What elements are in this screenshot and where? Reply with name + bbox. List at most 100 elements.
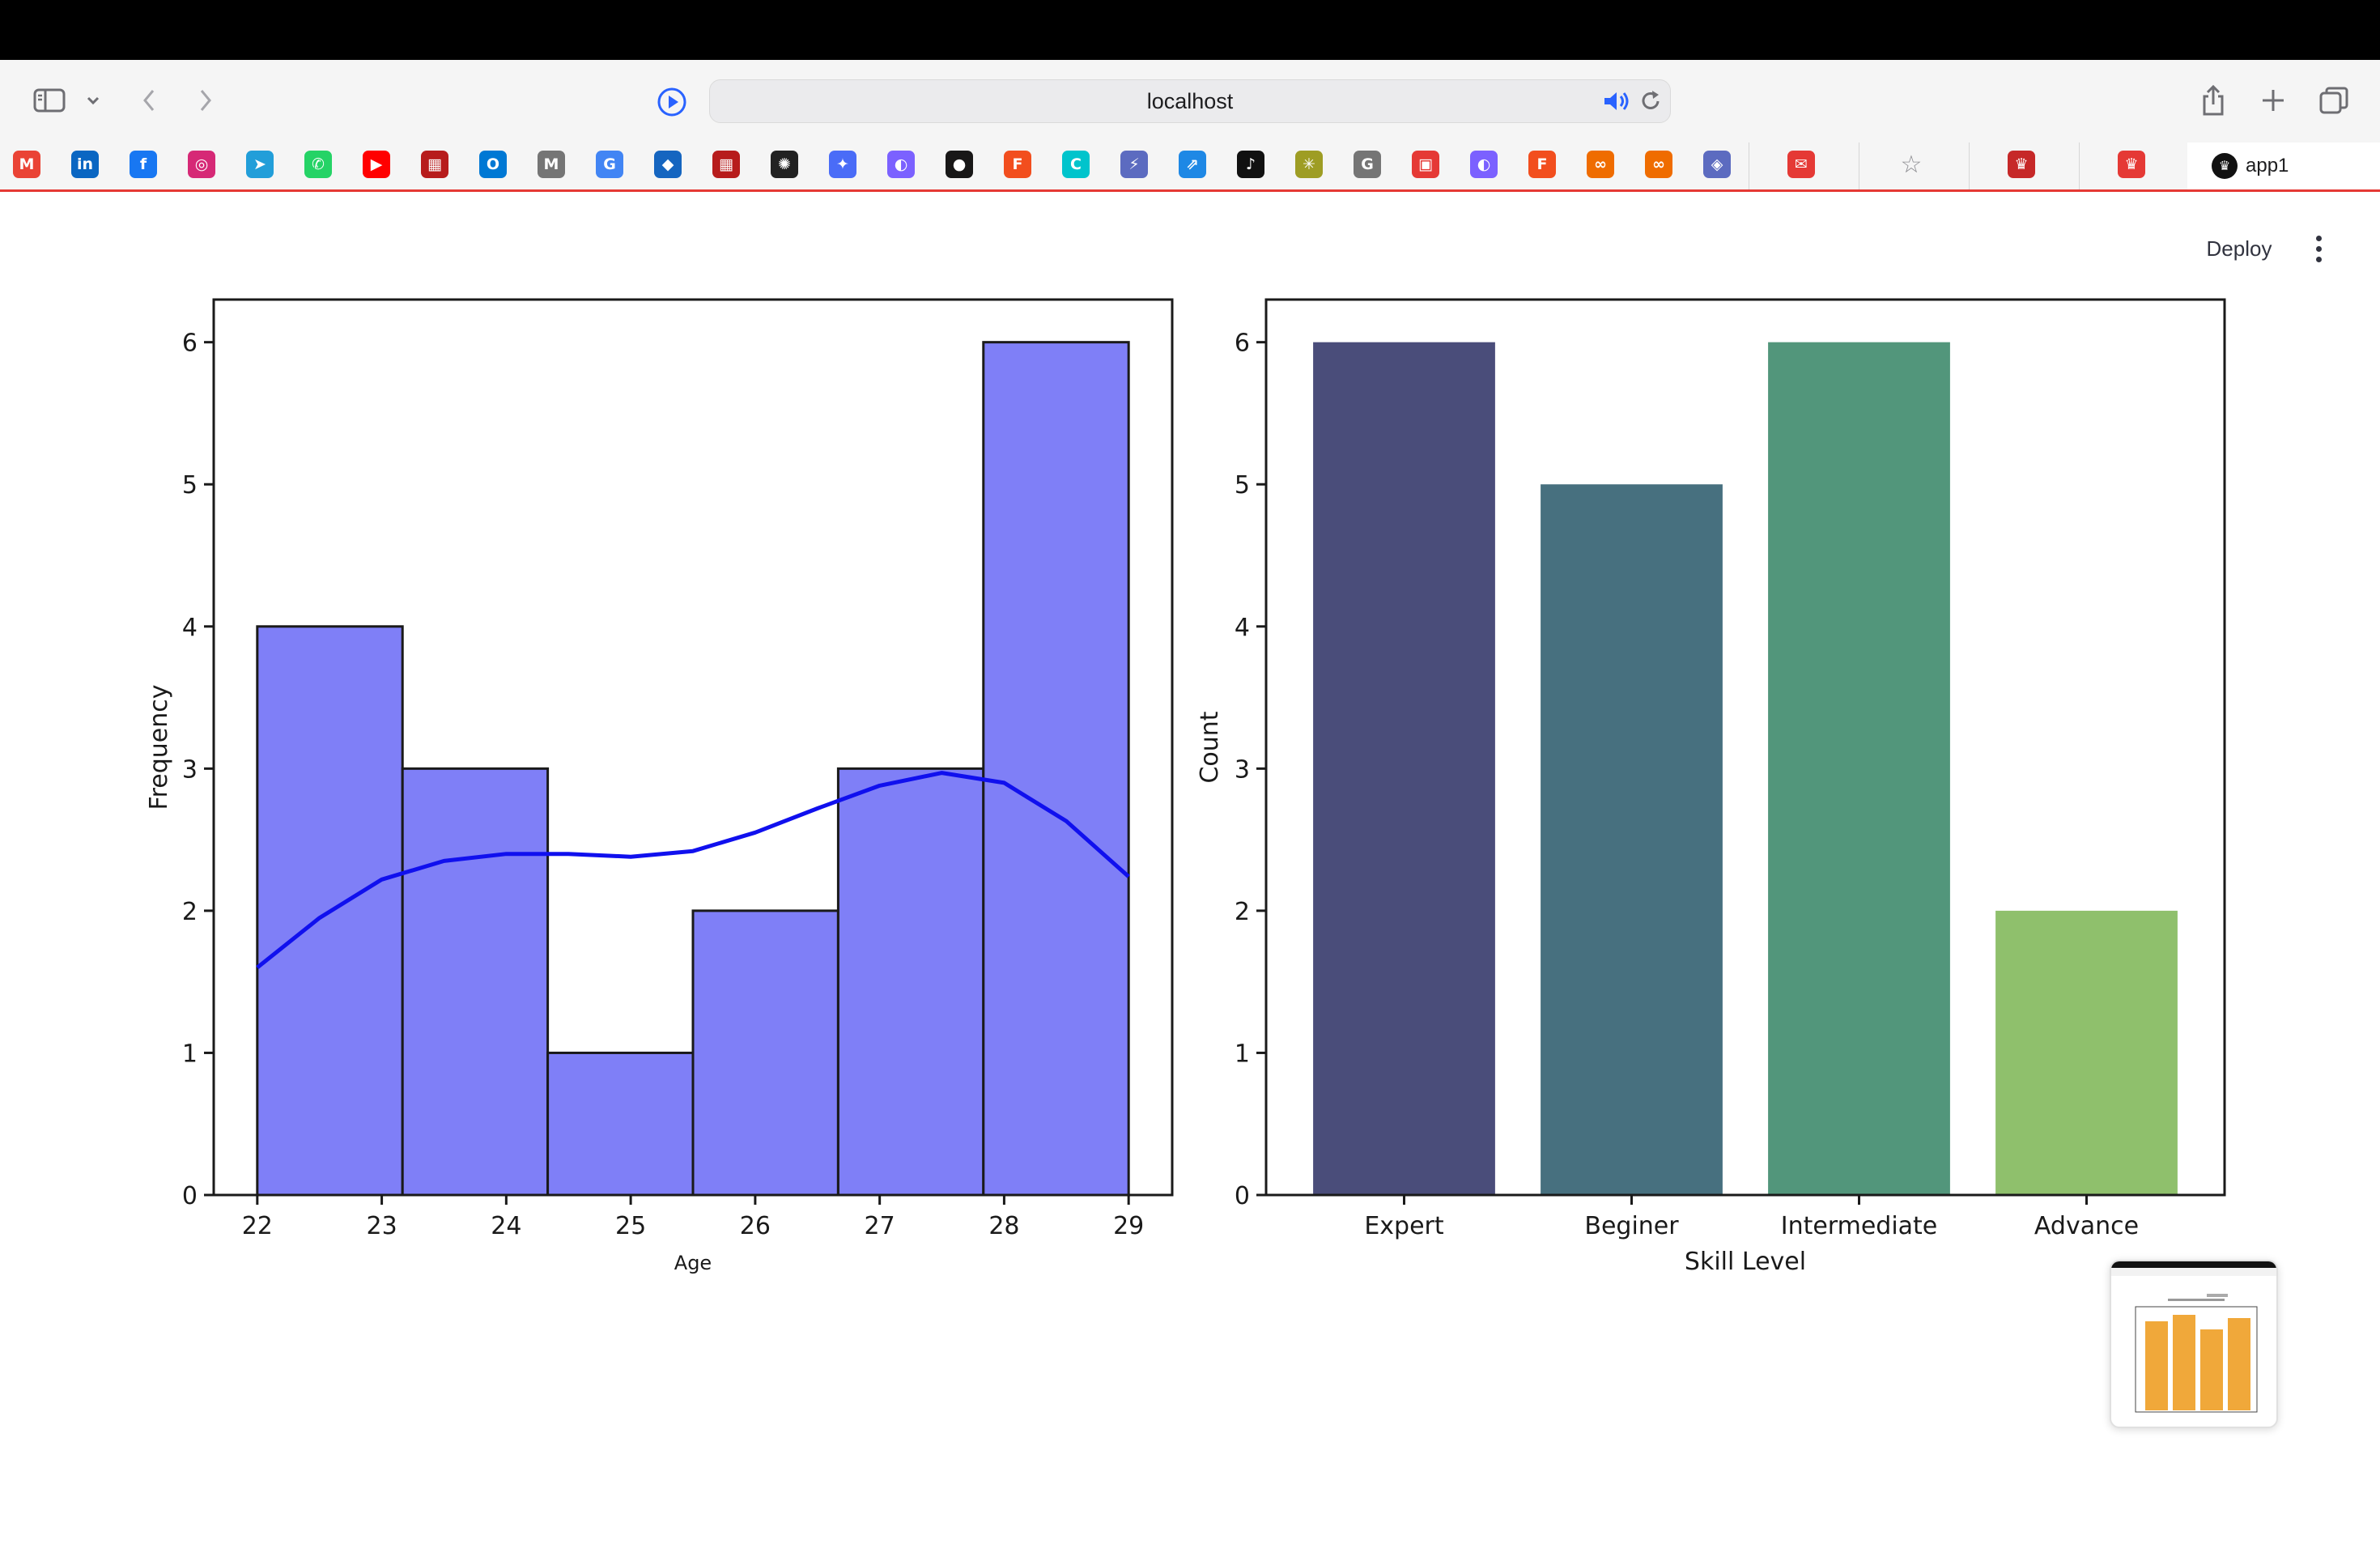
bar xyxy=(1313,342,1495,1195)
y-tick-label: 2 xyxy=(182,898,198,926)
url-text[interactable]: localhost xyxy=(1146,89,1234,113)
x-tick-label: Advance xyxy=(2034,1212,2139,1240)
power-icon[interactable]: ⚡ xyxy=(1120,151,1148,178)
github-icon[interactable]: ● xyxy=(946,151,973,178)
sidebar-icon[interactable] xyxy=(29,84,70,117)
y-tick-label: 4 xyxy=(1235,614,1250,642)
x-tick-label: 22 xyxy=(242,1212,273,1240)
x-tick-label: 27 xyxy=(865,1212,895,1240)
histogram-frame xyxy=(212,298,1174,1197)
histogram-bar xyxy=(401,767,550,1197)
redhat-icon[interactable]: ▣ xyxy=(1412,151,1439,178)
crown-icon-2[interactable]: ♛ xyxy=(2118,151,2145,178)
y-tick-label: 6 xyxy=(182,330,198,358)
browser-toolbar: localhost xyxy=(0,60,2380,142)
x-tick-label: 26 xyxy=(740,1212,771,1240)
bar xyxy=(1995,910,2178,1195)
mail-icon[interactable]: ✉ xyxy=(1787,151,1815,178)
coursera-icon[interactable]: ∞ xyxy=(1587,151,1614,178)
share-icon[interactable] xyxy=(2195,79,2231,121)
histogram-bar xyxy=(546,1051,695,1197)
y-tick-label: 6 xyxy=(1235,330,1250,358)
presentation-icon[interactable]: ◈ xyxy=(1703,151,1731,178)
gemini-icon[interactable]: ✦ xyxy=(829,151,856,178)
chevron-left-icon[interactable] xyxy=(133,83,165,118)
streamlit-icon: ♛ xyxy=(2212,153,2238,179)
bar-chart-frame xyxy=(1264,298,2226,1197)
y-tick-label: 4 xyxy=(182,614,198,642)
address-bar[interactable]: localhost xyxy=(709,79,1671,123)
deploy-button[interactable]: Deploy xyxy=(2206,236,2272,261)
facebook-icon[interactable]: f xyxy=(130,151,157,178)
y-tick-label: 1 xyxy=(182,1040,198,1068)
y-tick-label: 1 xyxy=(1235,1040,1250,1068)
histogram-bar xyxy=(982,341,1130,1197)
y-axis-label: Frequency xyxy=(145,685,173,810)
bookmark-separator xyxy=(2079,142,2080,189)
coursera-icon-2[interactable]: ∞ xyxy=(1645,151,1672,178)
medium-icon[interactable]: M xyxy=(538,151,565,178)
youtube-icon[interactable]: ▶ xyxy=(363,151,390,178)
copilot-icon[interactable]: ◐ xyxy=(887,151,915,178)
x-axis-label: Age xyxy=(674,1252,712,1274)
y-tick-label: 2 xyxy=(1235,898,1250,926)
telegram-icon[interactable]: ➤ xyxy=(246,151,274,178)
outlook-icon[interactable]: O xyxy=(479,151,507,178)
chevron-right-icon[interactable] xyxy=(189,83,222,118)
graduation-icon[interactable]: ◆ xyxy=(654,151,682,178)
link-icon[interactable]: ⇗ xyxy=(1179,151,1206,178)
y-tick-label: 5 xyxy=(1235,471,1250,500)
histogram-bar xyxy=(836,767,985,1197)
y-tick-label: 3 xyxy=(1235,755,1250,784)
copilot-icon-2[interactable]: ◐ xyxy=(1470,151,1498,178)
kde-curve xyxy=(256,771,1130,970)
bar xyxy=(1768,342,1950,1195)
chatgpt-icon[interactable]: ✺ xyxy=(771,151,798,178)
kebab-menu-icon[interactable] xyxy=(2304,228,2333,269)
tab-app1[interactable]: ♛ app1 xyxy=(2187,142,2380,189)
linkedin-icon[interactable]: in xyxy=(71,151,99,178)
picture-in-picture-preview[interactable] xyxy=(2110,1260,2278,1428)
x-axis-label: Skill Level xyxy=(1685,1248,1806,1276)
speaker-icon[interactable] xyxy=(1600,87,1633,116)
y-tick-label: 0 xyxy=(182,1182,198,1210)
x-tick-label: 25 xyxy=(615,1212,646,1240)
perplexity-icon[interactable]: ✳ xyxy=(1295,151,1323,178)
x-tick-label: 29 xyxy=(1113,1212,1144,1240)
preview-thumbnail xyxy=(2111,1261,2276,1413)
plus-icon[interactable] xyxy=(2255,83,2291,118)
x-tick-label: Intermediate xyxy=(1781,1212,1938,1240)
y-tick-label: 0 xyxy=(1235,1182,1250,1210)
canva-icon[interactable]: C xyxy=(1062,151,1090,178)
instagram-icon[interactable]: ◎ xyxy=(188,151,215,178)
y-axis-label: Count xyxy=(1196,711,1224,783)
y-tick-label: 5 xyxy=(182,471,198,500)
google-icon[interactable]: G xyxy=(596,151,623,178)
x-tick-label: Expert xyxy=(1364,1212,1444,1240)
tiktok-icon[interactable]: ♪ xyxy=(1237,151,1264,178)
reload-icon[interactable] xyxy=(1636,87,1665,116)
x-tick-label: Beginer xyxy=(1584,1212,1679,1240)
figma-icon[interactable]: F xyxy=(1004,151,1031,178)
site-icon-1[interactable]: ▦ xyxy=(421,151,448,178)
bookmark-separator xyxy=(1969,142,1970,189)
gmail-icon[interactable]: M xyxy=(13,151,40,178)
star-icon[interactable]: ☆ xyxy=(1900,150,1923,179)
crown-icon[interactable]: ♛ xyxy=(2008,151,2035,178)
bar xyxy=(1541,484,1723,1195)
x-tick-label: 28 xyxy=(988,1212,1019,1240)
grammarly-icon[interactable]: G xyxy=(1354,151,1381,178)
x-tick-label: 23 xyxy=(366,1212,397,1240)
x-tick-label: 24 xyxy=(491,1212,521,1240)
tab-app1-label: app1 xyxy=(2246,155,2289,176)
figma-icon-2[interactable]: F xyxy=(1528,151,1556,178)
tabs-icon[interactable] xyxy=(2315,83,2352,118)
chevron-down-icon[interactable] xyxy=(81,87,105,113)
histogram-bar xyxy=(691,909,839,1197)
site-icon-2[interactable]: ▦ xyxy=(712,151,740,178)
whatsapp-icon[interactable]: ✆ xyxy=(304,151,332,178)
play-circle-icon[interactable] xyxy=(652,83,691,121)
y-tick-label: 3 xyxy=(182,755,198,784)
